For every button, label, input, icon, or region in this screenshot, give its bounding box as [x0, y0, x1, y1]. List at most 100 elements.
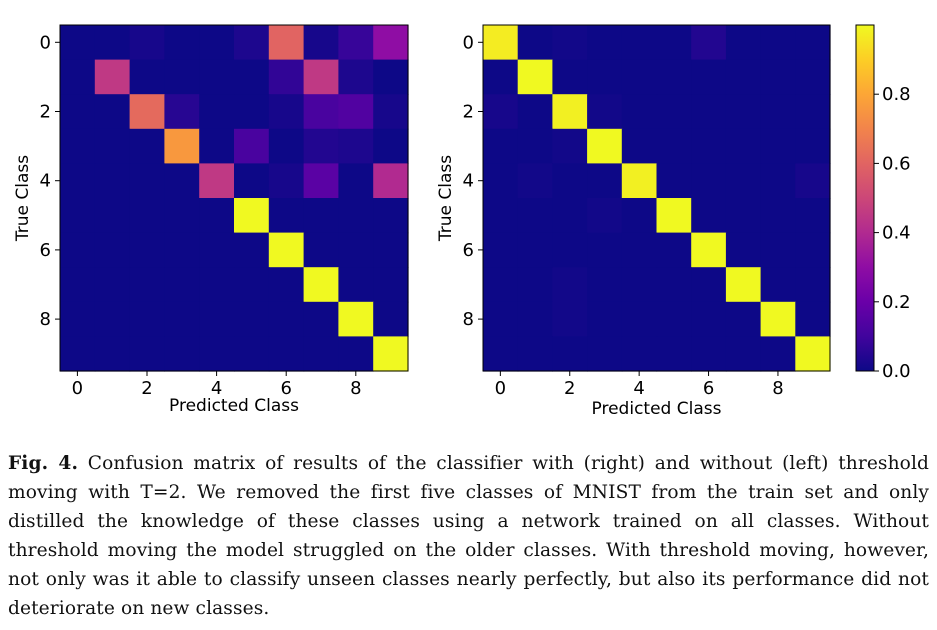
heatmap-cell-r3-c7 — [725, 128, 762, 164]
heatmap-cell-r9-c3 — [164, 336, 200, 372]
heatmap-cell-r1-c4 — [621, 59, 658, 95]
heatmap-cell-r4-c1 — [517, 163, 553, 199]
heatmap-cell-r2-c5 — [234, 94, 270, 130]
x-axis-label: Predicted Class — [169, 396, 299, 416]
heatmap-cell-r6-c7 — [303, 232, 339, 268]
heatmap-cell-r2-c8 — [338, 94, 374, 130]
y-tick-label: 4 — [463, 171, 474, 192]
heatmap-cell-r2-c1 — [517, 94, 553, 130]
heatmap-cell-r3-c6 — [268, 128, 305, 164]
heatmap-cell-r6-c3 — [587, 232, 623, 268]
heatmap-cell-r0-c7 — [725, 25, 762, 61]
heatmap-cell-r0-c2 — [129, 25, 165, 61]
left-confusion-matrix: 0 2 4 6 8 0 2 4 6 8 Predicted Class True Class — [13, 24, 409, 416]
heatmap-cell-r7-c8 — [338, 267, 374, 303]
heatmap-cell-r0-c6 — [268, 25, 305, 61]
heatmap-cell-r3-c4 — [199, 128, 235, 164]
x-tick-label: 6 — [280, 378, 291, 399]
heatmap-cell-r1-c5 — [234, 59, 270, 95]
heatmap-cell-r1-c1 — [94, 59, 131, 95]
x-tick-label: 6 — [703, 378, 714, 399]
heatmap-cell-r6-c6 — [268, 232, 305, 268]
confusion-matrix-figure: 0 2 4 6 8 0 2 4 6 8 Predicted Class True Class 0 2 4 6… — [13, 24, 911, 419]
heatmap-cell-r3-c4 — [621, 128, 658, 164]
heatmap-cell-r9-c4 — [199, 336, 235, 372]
heatmap-cell-r8-c3 — [587, 301, 623, 337]
heatmap-cell-r8-c4 — [621, 301, 658, 337]
heatmap-cell-r1-c4 — [199, 59, 235, 95]
heatmap-cell-r8-c0 — [483, 301, 519, 337]
heatmap-cell-r1-c2 — [129, 59, 165, 95]
heatmap-cell-r5-c8 — [338, 198, 374, 234]
heatmap-cell-r5-c7 — [303, 198, 339, 234]
heatmap-cell-r4-c9 — [373, 163, 409, 199]
heatmap-cell-r6-c8 — [338, 232, 374, 268]
heatmap-cell-r1-c3 — [587, 59, 623, 95]
heatmap-cell-r6-c8 — [760, 232, 796, 268]
heatmap-cell-r4-c3 — [164, 163, 200, 199]
heatmap-cell-r2-c0 — [483, 94, 519, 130]
y-tick-label: 2 — [463, 102, 474, 123]
heatmap-cell-r9-c6 — [268, 336, 305, 372]
right-confusion-matrix: 0 2 4 6 8 0 2 4 6 8 Predicted Class True Class — [436, 24, 831, 419]
heatmap-cell-r7-c8 — [760, 267, 796, 303]
x-tick-label: 8 — [772, 378, 783, 399]
heatmap-cell-r8-c9 — [373, 301, 409, 337]
heatmap-cell-r7-c2 — [552, 267, 588, 303]
heatmap-cell-r8-c7 — [725, 301, 762, 337]
heatmap-cell-r6-c9 — [795, 232, 831, 268]
heatmap-cell-r2-c0 — [60, 94, 96, 130]
heatmap-cell-r3-c3 — [587, 128, 623, 164]
heatmap-cell-r8-c8 — [760, 301, 796, 337]
heatmap-cell-r4-c4 — [199, 163, 235, 199]
heatmap-cell-r2-c4 — [621, 94, 658, 130]
heatmap-cell-r1-c8 — [760, 59, 796, 95]
colorbar: 0.0 0.2 0.4 0.6 0.8 — [855, 24, 911, 382]
heatmap-cell-r1-c0 — [483, 59, 519, 95]
heatmap-cell-r1-c1 — [517, 59, 553, 95]
heatmap-cell-r6-c5 — [656, 232, 692, 268]
heatmap-cell-r7-c5 — [234, 267, 270, 303]
heatmap-cell-r7-c3 — [164, 267, 200, 303]
caption-text: Confusion matrix of results of the class… — [8, 453, 929, 619]
heatmap-cell-r6-c1 — [94, 232, 131, 268]
heatmap-cell-r8-c1 — [94, 301, 131, 337]
heatmap-cell-r5-c4 — [621, 198, 658, 234]
y-axis-label: True Class — [436, 155, 456, 242]
heatmap-cell-r7-c7 — [303, 267, 339, 303]
heatmap-cell-r8-c5 — [234, 301, 270, 337]
heatmap-cell-r2-c8 — [760, 94, 796, 130]
heatmap-cell-r2-c9 — [795, 94, 831, 130]
heatmap-cell-r1-c8 — [338, 59, 374, 95]
heatmap-cell-r0-c1 — [517, 25, 553, 61]
heatmap-cell-r0-c4 — [199, 25, 235, 61]
heatmap-cell-r3-c7 — [303, 128, 339, 164]
y-tick-label: 2 — [40, 102, 51, 123]
heatmap-cell-r4-c5 — [656, 163, 692, 199]
heatmap-cell-r6-c6 — [691, 232, 727, 268]
heatmap-cell-r5-c2 — [552, 198, 588, 234]
heatmap-cell-r4-c4 — [621, 163, 658, 199]
heatmap-cell-r5-c9 — [795, 198, 831, 234]
colorbar-tick-label: 0.2 — [882, 292, 911, 313]
y-tick-label: 8 — [40, 309, 51, 330]
heatmap-cell-r1-c7 — [725, 59, 762, 95]
heatmap-cell-r5-c5 — [234, 198, 270, 234]
heatmap-cell-r3-c1 — [94, 128, 131, 164]
heatmap-cell-r1-c0 — [60, 59, 96, 95]
heatmap-cell-r8-c3 — [164, 301, 200, 337]
heatmap-cell-r7-c4 — [199, 267, 235, 303]
heatmap-cell-r9-c1 — [94, 336, 131, 372]
plot-frame — [59, 24, 409, 372]
heatmap-cell-r6-c3 — [164, 232, 200, 268]
heatmap-cell-r9-c9 — [795, 336, 831, 372]
heatmap-cell-r0-c0 — [483, 25, 519, 61]
colorbar-tick-label: 0.0 — [882, 361, 911, 382]
x-tick-label: 0 — [72, 378, 83, 399]
x-tick-label: 4 — [211, 378, 222, 399]
heatmap-cell-r9-c8 — [760, 336, 796, 372]
heatmap-cell-r2-c6 — [691, 94, 727, 130]
heatmap-cell-r9-c2 — [129, 336, 165, 372]
figure-caption: Fig. 4. Confusion matrix of results of t… — [8, 449, 929, 623]
heatmap-cell-r9-c8 — [338, 336, 374, 372]
